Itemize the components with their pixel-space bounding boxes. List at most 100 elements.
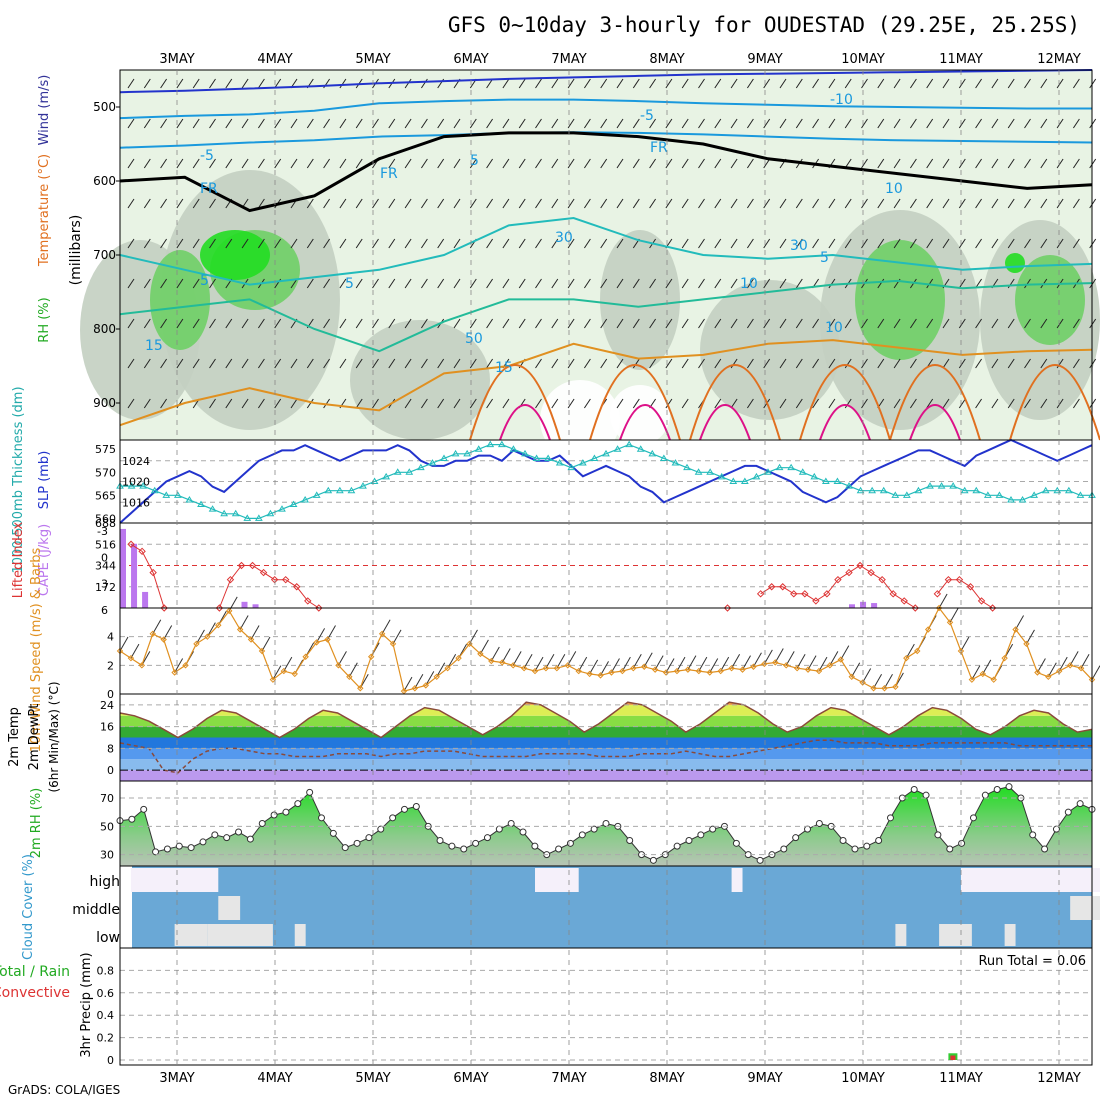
wind-barb bbox=[404, 198, 412, 209]
wind-barb bbox=[551, 278, 559, 289]
cape-bar bbox=[849, 604, 855, 608]
wind-speed-point bbox=[837, 656, 845, 663]
wind-barb bbox=[991, 358, 999, 369]
wind-barb bbox=[176, 158, 184, 169]
wind-barb bbox=[649, 78, 657, 89]
rh2m-point bbox=[223, 834, 231, 842]
wind-barb bbox=[795, 278, 803, 289]
wind-barb bbox=[355, 158, 363, 169]
wind-barb bbox=[274, 358, 282, 369]
wind-barb bbox=[909, 118, 917, 129]
wind-barb bbox=[975, 318, 983, 329]
wind-barb bbox=[567, 398, 575, 409]
wind-speed-point bbox=[673, 667, 681, 675]
wind-barb bbox=[355, 238, 363, 249]
wind-barb bbox=[502, 78, 510, 89]
wind-barb bbox=[437, 398, 445, 409]
wind-barb bbox=[698, 318, 705, 329]
wind-speed-point bbox=[564, 662, 571, 669]
li-point bbox=[856, 561, 864, 570]
wind-barb bbox=[616, 318, 624, 329]
rh2m-point bbox=[1041, 845, 1049, 853]
wind-barb bbox=[176, 238, 184, 249]
wind-speed-point bbox=[280, 667, 288, 675]
wind-barb bbox=[453, 118, 461, 129]
thickness-tick-570: 570 bbox=[95, 466, 116, 479]
wind-barb bbox=[209, 118, 216, 129]
isotherm-20-2 bbox=[689, 364, 781, 441]
isotherm-4 bbox=[119, 216, 1093, 286]
wind-barb bbox=[991, 118, 999, 129]
contour-label-14: 10 bbox=[885, 181, 903, 197]
wind-barb bbox=[795, 358, 803, 369]
wind-barb bbox=[323, 238, 331, 249]
wind-speed-point bbox=[935, 604, 943, 612]
rh2m-tick-70: 70 bbox=[100, 792, 114, 805]
wind-barb bbox=[844, 78, 852, 89]
wind-barb bbox=[502, 198, 510, 209]
rh2m-point bbox=[697, 831, 705, 839]
wind-barb bbox=[779, 318, 787, 329]
wind-barb bbox=[209, 238, 216, 249]
wind-barb-10m bbox=[534, 656, 544, 672]
cloud-gap-middle bbox=[1070, 896, 1100, 920]
x-tick-top-9MAY: 9MAY bbox=[747, 52, 782, 67]
wind-barb bbox=[861, 198, 868, 209]
panel-frame-wind10 bbox=[119, 607, 1093, 695]
wind-barb bbox=[420, 238, 428, 249]
li-point bbox=[237, 561, 246, 570]
wind-barb bbox=[225, 78, 233, 89]
wind-barb bbox=[143, 238, 151, 249]
wind-barb bbox=[306, 398, 314, 409]
wind-barb bbox=[714, 78, 722, 89]
cloud-gap-low bbox=[294, 924, 306, 946]
rh2m-point bbox=[389, 814, 397, 822]
rh2m-tick-30: 30 bbox=[100, 849, 114, 862]
wind-barb bbox=[714, 398, 722, 409]
wind-barb bbox=[1089, 158, 1097, 169]
wind-barb bbox=[877, 118, 885, 129]
precip-conv-label: Convective bbox=[0, 985, 70, 1001]
wind-barb bbox=[958, 278, 966, 289]
wind-barb bbox=[861, 398, 868, 409]
wind-barb-10m bbox=[709, 658, 719, 673]
wind-speed-point bbox=[302, 653, 309, 660]
wind-barb bbox=[535, 118, 542, 129]
wind-barb bbox=[714, 198, 722, 209]
rh2m-point bbox=[709, 825, 717, 833]
temp-band-4 bbox=[120, 715, 1092, 727]
wind-barb bbox=[893, 238, 901, 249]
wind-barb bbox=[730, 198, 738, 209]
wind-barb-10m bbox=[818, 656, 828, 672]
rh2m-point bbox=[365, 834, 373, 842]
wind-barb bbox=[143, 398, 151, 409]
rh-region bbox=[600, 230, 680, 370]
rh2m-point bbox=[981, 791, 989, 799]
wind-barb bbox=[698, 238, 705, 249]
wind-barb-10m bbox=[425, 671, 435, 686]
wind-barb bbox=[926, 198, 934, 209]
wind-barb bbox=[975, 358, 983, 369]
wind-barb bbox=[241, 358, 249, 369]
wind-barb bbox=[681, 198, 689, 209]
wind-barb bbox=[535, 278, 542, 289]
wind-barb bbox=[844, 198, 852, 209]
rh2m-point bbox=[306, 788, 314, 796]
rh2m-point bbox=[863, 842, 871, 850]
wind-barb bbox=[583, 358, 591, 369]
wind-barb bbox=[323, 118, 331, 129]
cloud-gap-low bbox=[207, 924, 273, 946]
wind-barb bbox=[600, 198, 608, 209]
contour-label-15: 30 bbox=[555, 230, 573, 246]
wind-barb bbox=[339, 318, 347, 329]
wind-barb bbox=[991, 398, 999, 409]
temp-tick-24: 24 bbox=[100, 699, 114, 712]
wind-barb bbox=[469, 278, 477, 289]
wind-barb bbox=[828, 238, 836, 249]
wind-barb bbox=[372, 118, 379, 129]
wind-barb bbox=[388, 198, 396, 209]
wind-barb-10m bbox=[851, 662, 861, 678]
wind-barb bbox=[763, 278, 771, 289]
wind-barb bbox=[1007, 398, 1015, 409]
wind-barb bbox=[1024, 278, 1031, 289]
